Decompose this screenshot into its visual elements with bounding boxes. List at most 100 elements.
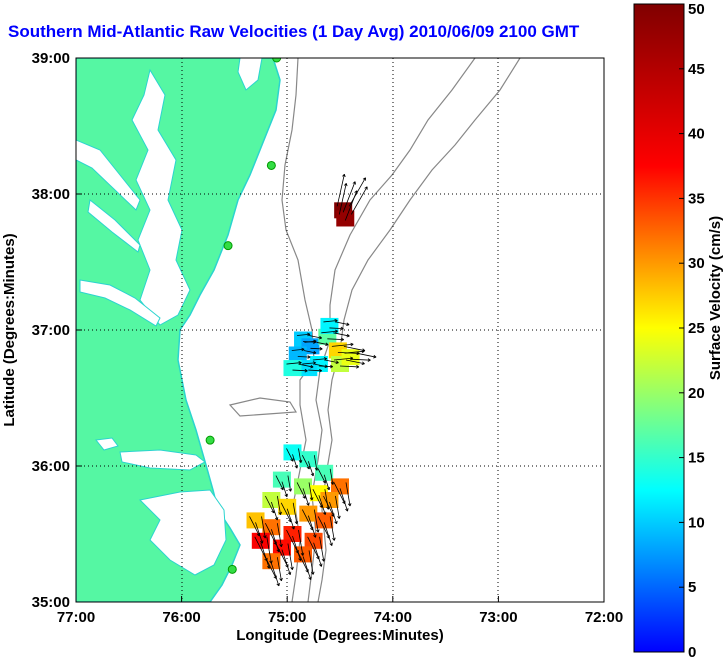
colorbar-tick-label: 45 bbox=[688, 61, 705, 78]
velocity-arrow bbox=[302, 488, 310, 506]
x-tick-label: 73:00 bbox=[479, 609, 517, 626]
y-tick-label: 39:00 bbox=[32, 50, 70, 67]
velocity-arrow bbox=[312, 357, 328, 361]
velocity-arrow bbox=[333, 332, 350, 338]
colorbar-tick-label: 25 bbox=[688, 320, 705, 337]
velocity-arrow bbox=[298, 448, 303, 463]
velocity-arrow bbox=[356, 352, 377, 359]
velocity-arrow bbox=[270, 501, 279, 521]
chesapeake-bay bbox=[131, 68, 191, 326]
colorbar-tick-label: 15 bbox=[688, 450, 705, 467]
velocity-arrow bbox=[302, 361, 316, 365]
velocity-cell bbox=[283, 444, 302, 461]
pamlico-sound bbox=[138, 489, 227, 576]
velocity-arrow bbox=[329, 501, 338, 525]
velocity-arrow bbox=[304, 339, 317, 344]
velocity-arrow bbox=[281, 481, 288, 498]
potomac-river bbox=[76, 139, 141, 211]
velocity-cell bbox=[315, 464, 334, 481]
velocity-arrow bbox=[313, 542, 323, 567]
velocity-cell bbox=[272, 471, 291, 488]
velocity-arrow bbox=[292, 502, 299, 525]
velocity-arrow bbox=[336, 173, 346, 207]
velocity-arrow bbox=[292, 454, 298, 469]
y-tick-label: 38:00 bbox=[32, 186, 70, 203]
radar-station-marker bbox=[227, 564, 237, 574]
velocity-arrow bbox=[338, 182, 348, 215]
velocity-arrow bbox=[266, 536, 273, 564]
isobath-canyon bbox=[228, 397, 298, 417]
radar-stations bbox=[205, 58, 282, 574]
colorbar-tick-label: 10 bbox=[688, 514, 705, 531]
y-axis-label: Latitude (Degrees:Minutes) bbox=[1, 233, 18, 426]
velocity-arrow bbox=[316, 341, 329, 346]
velocity-arrow bbox=[308, 550, 315, 575]
velocity-arrow bbox=[345, 359, 365, 366]
velocity-arrow bbox=[339, 365, 360, 369]
radar-station-marker bbox=[205, 435, 215, 445]
velocity-arrow bbox=[297, 355, 311, 359]
velocity-arrow bbox=[276, 523, 283, 548]
velocity-arrow bbox=[286, 508, 295, 530]
x-axis-label: Longitude (Degrees:Minutes) bbox=[236, 627, 444, 644]
velocity-arrow bbox=[275, 475, 284, 491]
colorbar-label: Surface Velocity (cm/s) bbox=[707, 216, 724, 380]
velocity-arrow bbox=[345, 482, 352, 507]
velocity-cell bbox=[246, 512, 265, 529]
velocity-arrow bbox=[321, 329, 338, 334]
velocity-arrow bbox=[317, 468, 326, 484]
velocity-arrow bbox=[335, 495, 341, 519]
velocity-arrow bbox=[318, 495, 327, 515]
velocity-arrow bbox=[313, 455, 319, 471]
velocity-arrow bbox=[327, 337, 345, 342]
velocity-cell bbox=[278, 498, 297, 515]
radar-station-marker bbox=[272, 58, 282, 63]
velocity-cell bbox=[336, 210, 355, 227]
velocity-arrow bbox=[342, 181, 356, 213]
x-axis-ticks: 77:00 76:00 75:00 74:00 73:00 72:00 bbox=[57, 596, 623, 626]
velocity-arrow bbox=[324, 359, 339, 365]
inland-lake bbox=[95, 437, 119, 451]
velocity-arrow bbox=[255, 522, 264, 544]
velocity-arrow bbox=[329, 516, 336, 541]
y-tick-label: 35:00 bbox=[32, 594, 70, 611]
x-tick-label: 74:00 bbox=[374, 609, 412, 626]
velocity-cell bbox=[331, 478, 349, 495]
velocity-arrow bbox=[276, 495, 282, 515]
albemarle-sound bbox=[119, 449, 206, 471]
x-tick-label: 77:00 bbox=[57, 609, 95, 626]
rappahannock-river bbox=[87, 199, 141, 253]
velocity-arrow bbox=[310, 347, 323, 351]
velocity-arrow bbox=[287, 543, 294, 570]
y-tick-label: 36:00 bbox=[32, 458, 70, 475]
colorbar bbox=[633, 3, 685, 653]
colorbar-tick-label: 40 bbox=[688, 126, 705, 143]
velocity-arrow bbox=[291, 347, 305, 352]
velocity-arrow bbox=[319, 536, 326, 562]
radar-station-marker bbox=[223, 241, 233, 251]
velocity-arrow bbox=[298, 363, 314, 369]
velocity-cell bbox=[304, 532, 323, 549]
radar-station-marker bbox=[266, 160, 276, 170]
velocity-arrow bbox=[308, 368, 323, 373]
velocity-arrow bbox=[301, 455, 310, 470]
velocity-arrow bbox=[329, 326, 344, 331]
velocity-arrow bbox=[339, 488, 349, 512]
velocity-arrow bbox=[307, 515, 317, 538]
velocity-arrow bbox=[298, 529, 305, 556]
velocity-arrow bbox=[286, 448, 294, 462]
velocity-arrows bbox=[249, 173, 377, 587]
velocity-arrow bbox=[323, 474, 331, 491]
velocity-arrow bbox=[344, 190, 358, 221]
isobath-deep bbox=[317, 58, 521, 602]
x-tick-label: 75:00 bbox=[268, 609, 306, 626]
velocity-arrow bbox=[323, 522, 333, 546]
velocity-arrow bbox=[307, 461, 315, 477]
velocity-arrow bbox=[302, 556, 312, 580]
x-tick-label: 76:00 bbox=[162, 609, 200, 626]
velocity-arrow bbox=[313, 509, 320, 533]
y-axis-ticks: 35:00 36:00 37:00 38:00 39:00 bbox=[32, 50, 82, 611]
velocity-arrow bbox=[350, 186, 368, 215]
velocity-arrow bbox=[323, 318, 338, 323]
